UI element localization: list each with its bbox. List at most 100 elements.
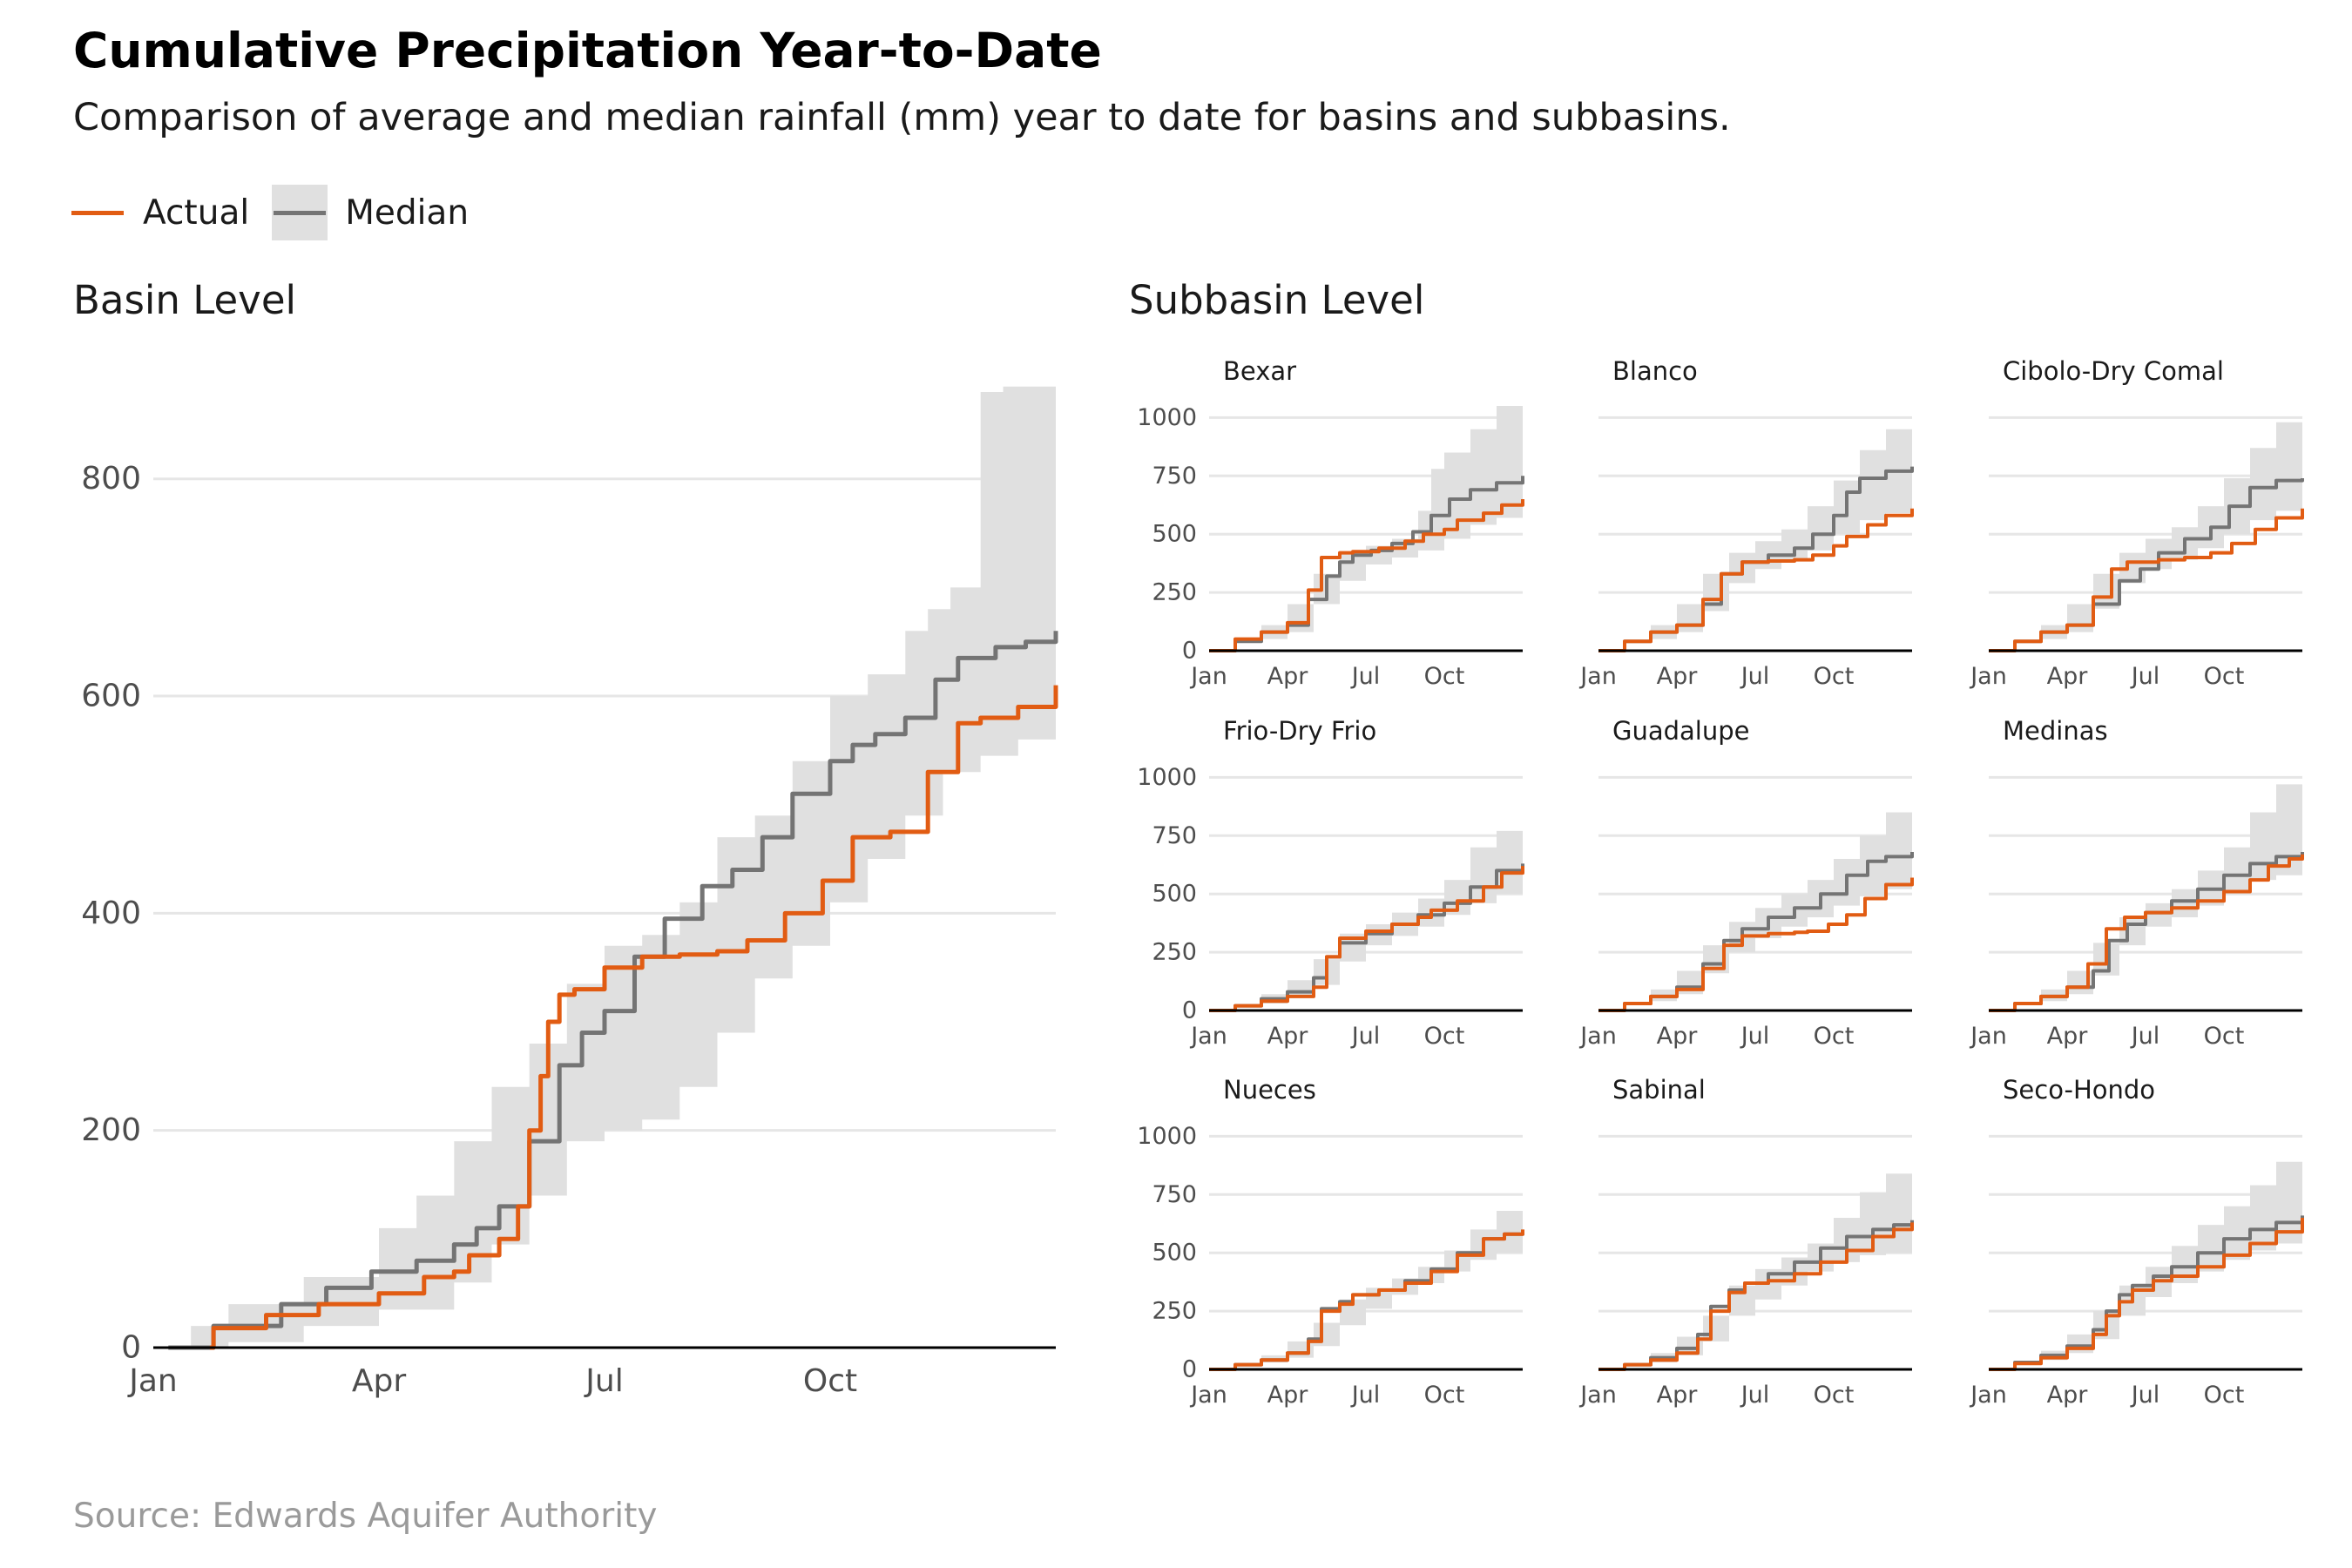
panel-title: Frio-Dry Frio [1223, 716, 1376, 746]
subbasin-panel: Jan Apr Jul Oct Seco-Hondo [1969, 1075, 2304, 1409]
x-tick-label: Apr [2047, 1023, 2089, 1050]
panel-title: Blanco [1612, 356, 1698, 386]
basin-level-heading: Basin Level [73, 277, 297, 323]
x-tick-label: Jul [1350, 1382, 1381, 1409]
x-tick-label: Apr [1267, 663, 1309, 690]
actual-line [1598, 1222, 1914, 1371]
x-tick-label: Jul [1740, 1023, 1770, 1050]
actual-line [209, 685, 1058, 1350]
median-range-band [1209, 1206, 1523, 1369]
x-tick-label: Jul [2130, 663, 2160, 690]
legend-median-label: Median [345, 193, 470, 233]
actual-line [1989, 1218, 2304, 1371]
x-tick-label: Jul [1740, 663, 1770, 690]
median-line [1989, 1215, 2304, 1371]
x-tick-label: Jan [1578, 663, 1617, 690]
x-tick-label: Apr [2047, 1382, 2089, 1409]
x-tick-label: Jul [1350, 1023, 1381, 1050]
median-range-band [1209, 828, 1523, 1010]
actual-line [1209, 1229, 1524, 1371]
legend-actual-swatch [70, 185, 125, 240]
subbasin-panel: Jan Apr Jul Oct Guadalupe [1578, 716, 1914, 1050]
subbasin-panel: 0 250 500 750 1000 Jan Apr Jul Oct Bexar [1137, 356, 1524, 690]
panel-title: Seco-Hondo [2003, 1075, 2155, 1105]
x-tick-label: Jul [584, 1363, 623, 1399]
subbasin-level-heading: Subbasin Level [1129, 277, 1425, 323]
legend: Actual Median [70, 185, 469, 240]
subbasin-panel: Jan Apr Jul Oct Cibolo-Dry Comal [1969, 356, 2304, 690]
y-tick-label: 250 [1152, 579, 1197, 606]
subbasin-panel: Jan Apr Jul Oct Medinas [1969, 716, 2304, 1050]
actual-line [1989, 854, 2304, 1012]
x-tick-label: Jul [2130, 1382, 2160, 1409]
y-tick-label: 0 [1182, 997, 1197, 1024]
panel-title: Bexar [1223, 356, 1296, 386]
x-tick-label: Apr [1657, 1023, 1699, 1050]
x-tick-label: Jul [2130, 1023, 2160, 1050]
y-tick-label: 250 [1152, 1298, 1197, 1325]
panel-title: Guadalupe [1612, 716, 1750, 746]
x-tick-label: Oct [1424, 1382, 1465, 1409]
x-tick-label: Apr [1657, 1382, 1699, 1409]
x-tick-label: Jan [1969, 1023, 2007, 1050]
subbasin-panel: Jan Apr Jul Oct Blanco [1578, 356, 1914, 690]
y-tick-label: 250 [1152, 939, 1197, 966]
median-line [1209, 863, 1524, 1012]
median-range-band [1989, 406, 2302, 651]
median-range-band [1598, 791, 1912, 1010]
x-tick-label: Oct [1814, 663, 1855, 690]
x-tick-label: Jan [1189, 1023, 1227, 1050]
panel-title: Medinas [2003, 716, 2108, 746]
y-tick-label: 800 [81, 461, 141, 497]
y-tick-label: 500 [1152, 881, 1197, 908]
x-tick-label: Jan [1189, 1382, 1227, 1409]
chart-subtitle: Comparison of average and median rainfal… [73, 96, 1731, 139]
actual-line [1598, 508, 1914, 652]
y-tick-label: 600 [81, 679, 141, 714]
actual-line [1598, 877, 1914, 1012]
subbasin-panel: 0 250 500 750 1000 Jan Apr Jul Oct Nueces [1137, 1075, 1524, 1409]
median-range-band [1598, 1166, 1912, 1369]
y-tick-label: 400 [81, 896, 141, 931]
basin-panel: 0 200 400 600 800 Jan Apr Jul Oct [81, 386, 1058, 1399]
x-tick-label: Oct [1814, 1382, 1855, 1409]
x-tick-label: Jan [1969, 1382, 2007, 1409]
y-tick-label: 0 [121, 1330, 141, 1366]
y-tick-label: 500 [1152, 1240, 1197, 1267]
y-tick-label: 750 [1152, 463, 1197, 490]
legend-median-swatch [272, 185, 328, 240]
x-tick-label: Apr [1267, 1382, 1309, 1409]
x-tick-label: Jan [1578, 1023, 1617, 1050]
legend-actual-label: Actual [143, 193, 250, 233]
y-tick-label: 0 [1182, 1356, 1197, 1383]
x-tick-label: Jan [1969, 663, 2007, 690]
x-tick-label: Jul [1350, 663, 1381, 690]
chart-title: Cumulative Precipitation Year-to-Date [73, 23, 1102, 78]
x-tick-label: Oct [2204, 1382, 2245, 1409]
y-tick-label: 1000 [1137, 1123, 1197, 1150]
x-tick-label: Apr [1657, 663, 1699, 690]
x-tick-label: Oct [1424, 1023, 1465, 1050]
x-tick-label: Oct [2204, 1023, 2245, 1050]
x-tick-label: Oct [1814, 1023, 1855, 1050]
x-tick-label: Apr [1267, 1023, 1309, 1050]
x-tick-label: Oct [2204, 663, 2245, 690]
subbasin-panel: 0 250 500 750 1000 Jan Apr Jul Oct Frio-Dry Frio [1137, 716, 1524, 1050]
y-tick-label: 500 [1152, 521, 1197, 548]
x-tick-label: Jan [1578, 1382, 1617, 1409]
y-tick-label: 200 [81, 1112, 141, 1148]
x-tick-label: Jul [1740, 1382, 1770, 1409]
panel-title: Sabinal [1612, 1075, 1706, 1105]
source-note: Source: Edwards Aquifer Authority [73, 1497, 658, 1536]
x-tick-label: Apr [352, 1363, 406, 1399]
x-tick-label: Oct [803, 1363, 857, 1399]
x-tick-label: Oct [1424, 663, 1465, 690]
actual-line [1209, 499, 1524, 652]
median-range-band [168, 386, 1057, 1348]
y-tick-label: 750 [1152, 822, 1197, 849]
panel-title: Nueces [1223, 1075, 1316, 1105]
y-tick-label: 1000 [1137, 764, 1197, 791]
actual-line [1989, 508, 2304, 652]
x-tick-label: Jan [127, 1363, 178, 1399]
